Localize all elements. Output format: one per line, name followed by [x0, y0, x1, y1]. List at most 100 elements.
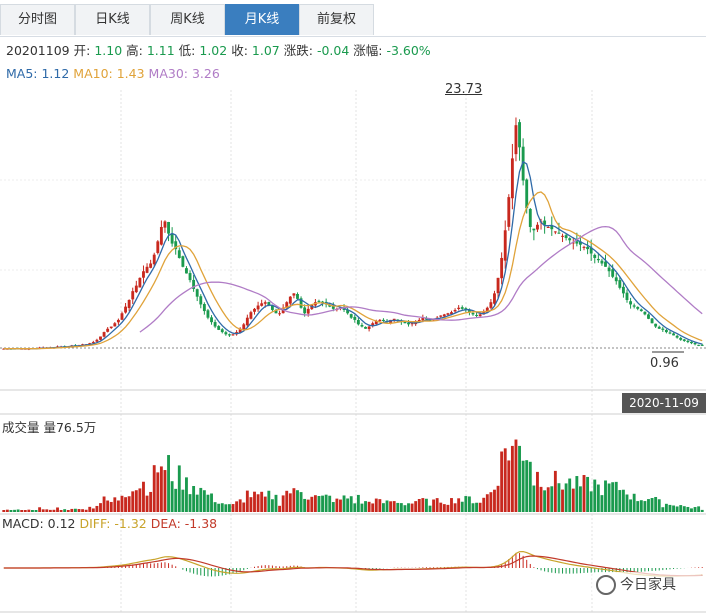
volume-bar	[553, 470, 557, 512]
volume-bar	[682, 506, 686, 512]
volume-bar	[159, 466, 163, 512]
candle-body	[159, 226, 163, 245]
volume-bar	[192, 485, 196, 512]
volume-bar	[589, 491, 593, 512]
candle-body	[278, 313, 282, 315]
candle-body	[95, 339, 99, 342]
volume-bar	[672, 505, 675, 512]
candle-body	[185, 268, 188, 274]
volume-bar	[156, 472, 160, 512]
tab-forward-adjust[interactable]: 前复权	[299, 4, 374, 35]
candle-body	[231, 334, 235, 336]
candle-body	[460, 307, 464, 309]
candle-body	[288, 296, 292, 304]
candle-body	[643, 311, 647, 315]
volume-bar	[496, 485, 500, 512]
candle-body	[213, 322, 217, 327]
tab-monthly-k[interactable]: 月K线	[225, 4, 299, 35]
candle-body	[356, 319, 360, 325]
volume-bar	[546, 487, 550, 512]
candle-body	[170, 233, 174, 244]
volume-bar	[202, 490, 206, 512]
volume-bar	[536, 471, 539, 512]
candle-body	[403, 321, 407, 324]
volume-bar	[31, 510, 34, 512]
candle-body	[528, 208, 532, 227]
candle-body	[174, 241, 178, 250]
candle-body	[195, 289, 199, 297]
candle-body	[629, 301, 633, 305]
candle-body	[521, 146, 525, 181]
volume-bar	[274, 494, 278, 512]
candle-body	[514, 125, 518, 155]
ma30-value: MA30: 3.26	[148, 66, 220, 81]
tab-intraday[interactable]: 分时图	[0, 4, 75, 35]
candle-body	[446, 313, 450, 315]
volume-label: 成交量 量76.5万	[2, 420, 97, 435]
volume-bar	[378, 499, 382, 512]
candle-body	[636, 306, 640, 309]
volume-bar	[278, 505, 282, 512]
candle-body	[471, 313, 475, 315]
volume-bar	[95, 505, 99, 512]
volume-bar	[618, 490, 622, 512]
volume-bar	[48, 509, 52, 512]
volume-bar	[331, 502, 335, 512]
volume-bar	[77, 509, 81, 512]
volume-bar	[41, 509, 45, 512]
volume-bar	[650, 498, 654, 512]
candle-body	[364, 326, 367, 329]
candle-body	[371, 323, 375, 327]
volume-bar	[346, 498, 350, 512]
candle-body	[485, 307, 489, 313]
info-change: -0.04	[316, 43, 350, 58]
macd-legend: MACD: 0.12 DIFF: -1.32 DEA: -1.38	[2, 516, 217, 531]
info-pct-label: 涨幅:	[353, 43, 383, 58]
candle-body	[453, 309, 457, 312]
candle-body	[693, 342, 697, 345]
candle-body	[571, 242, 575, 244]
info-open-label: 开:	[73, 43, 91, 58]
watermark-text: 今日家具	[620, 577, 676, 593]
candle-body	[657, 326, 661, 329]
volume-bar	[167, 455, 170, 512]
candle-body	[346, 309, 350, 314]
volume-bar	[188, 494, 192, 512]
volume-bar	[457, 498, 461, 512]
candle-body	[192, 279, 196, 289]
tab-daily-k[interactable]: 日K线	[75, 4, 150, 35]
volume-bar	[493, 489, 496, 512]
candle-body	[321, 301, 324, 303]
candle-body	[228, 334, 231, 336]
volume-bar	[152, 465, 156, 512]
volume-bar	[281, 495, 285, 512]
volume-bar	[285, 490, 289, 512]
volume-bar	[339, 499, 342, 512]
volume-bar	[367, 501, 371, 512]
candle-body	[407, 322, 410, 325]
volume-bar	[27, 509, 31, 512]
volume-bar	[296, 490, 299, 512]
candle-body	[672, 333, 675, 336]
candle-body	[589, 247, 593, 254]
candle-body	[450, 312, 453, 315]
ma10-value: MA10: 1.43	[73, 66, 145, 81]
volume-bar	[56, 507, 59, 512]
candle-body	[285, 302, 289, 309]
info-high: 1.11	[146, 43, 175, 58]
volume-bar	[99, 503, 102, 512]
candle-body	[557, 232, 561, 234]
candle-body	[238, 328, 242, 333]
volume-bar	[321, 495, 324, 512]
candle-body	[91, 342, 95, 344]
volume-bar	[528, 461, 532, 512]
tab-weekly-k[interactable]: 周K线	[150, 4, 225, 35]
watermark-logo-icon	[596, 575, 616, 595]
candle-body	[99, 336, 102, 340]
candle-body	[561, 235, 564, 237]
ma30-line	[139, 225, 703, 333]
candle-body	[596, 258, 600, 261]
volume-bar	[521, 460, 525, 512]
volume-bar	[170, 481, 174, 512]
